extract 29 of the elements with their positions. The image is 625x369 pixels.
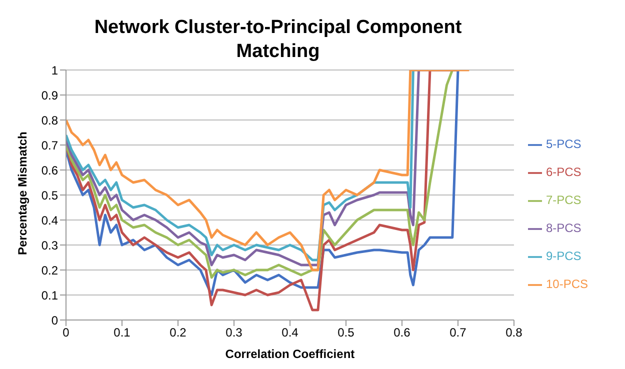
x-tick-label: 0 — [62, 326, 70, 340]
legend-label: 5-PCS — [546, 137, 582, 151]
chart-title: Network Cluster-to-Principal Component Matching — [93, 16, 463, 64]
y-tick-label: 0.6 — [41, 163, 58, 178]
y-tick-label: 0.9 — [41, 88, 58, 102]
legend-label: 9-PCS — [546, 249, 582, 263]
x-tick-label: 0.3 — [226, 326, 243, 340]
y-axis-title: Percentage Mismatch — [15, 132, 30, 255]
x-tick-label: 0.6 — [394, 326, 411, 340]
y-tick-label: 0.3 — [41, 238, 58, 252]
y-tick-label: 0.7 — [41, 138, 58, 152]
x-tick-label: 0.1 — [114, 326, 131, 340]
x-tick-label: 0.7 — [450, 326, 467, 340]
y-tick-label: 0.1 — [41, 288, 58, 302]
legend-label: 10-PCS — [546, 277, 588, 291]
y-tick-label: 1 — [51, 63, 58, 78]
y-tick-label: 0.8 — [41, 113, 58, 128]
x-tick-label: 0.8 — [506, 326, 523, 340]
y-tick-label: 0.2 — [41, 263, 58, 278]
y-tick-label: 0.5 — [41, 188, 58, 202]
x-tick-label: 0.2 — [170, 326, 187, 340]
legend-label: 7-PCS — [546, 193, 582, 207]
legend-label: 6-PCS — [546, 165, 582, 179]
y-tick-label: 0.4 — [41, 213, 58, 228]
x-axis-title: Correlation Coefficient — [225, 347, 355, 361]
x-tick-label: 0.5 — [338, 326, 355, 340]
y-tick-label: 0 — [51, 313, 58, 328]
x-tick-label: 0.4 — [282, 326, 299, 340]
legend-label: 8-PCS — [546, 221, 582, 235]
